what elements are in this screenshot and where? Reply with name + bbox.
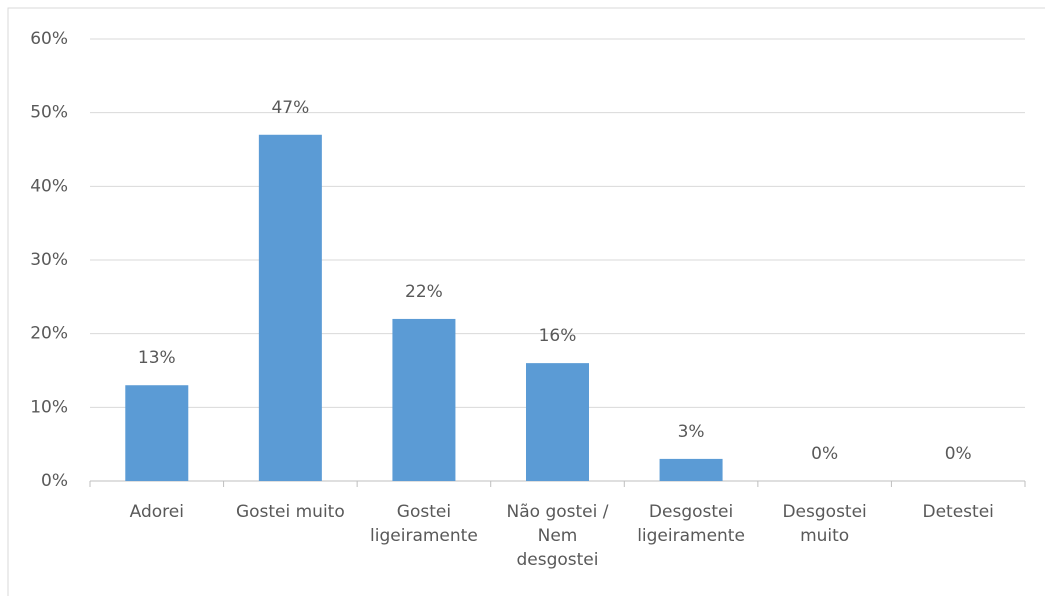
x-tick-label: Desgostei ligeiramente	[637, 502, 745, 546]
bar	[125, 385, 189, 481]
y-tick-label: 20%	[30, 324, 68, 344]
bar	[392, 318, 456, 481]
data-label: 0%	[811, 444, 838, 464]
y-tick-label: 50%	[30, 103, 68, 123]
data-label: 13%	[138, 348, 176, 368]
data-label: 3%	[678, 422, 705, 442]
y-tick-label: 0%	[41, 471, 68, 491]
data-label: 22%	[405, 282, 443, 302]
x-tick-label: Gostei ligeiramente	[370, 502, 478, 546]
bar	[258, 134, 322, 481]
x-tick-label: Adorei	[129, 502, 184, 522]
chart-frame	[7, 7, 1045, 596]
bar	[526, 363, 589, 481]
x-tick-label: Detestei	[922, 502, 994, 522]
x-tick-label: Gostei muito	[235, 502, 345, 522]
y-tick-label: 40%	[30, 176, 68, 196]
y-tick-label: 30%	[30, 250, 68, 270]
x-tick-label: Desgostei muito	[782, 502, 867, 546]
data-label: 47%	[271, 98, 309, 118]
bar	[659, 458, 723, 481]
data-label: 0%	[945, 444, 972, 464]
x-tick-label: Não gostei / Nem desgostei	[506, 502, 609, 570]
y-tick-label: 10%	[30, 397, 68, 417]
y-tick-label: 60%	[30, 29, 68, 49]
data-label: 16%	[539, 326, 577, 346]
